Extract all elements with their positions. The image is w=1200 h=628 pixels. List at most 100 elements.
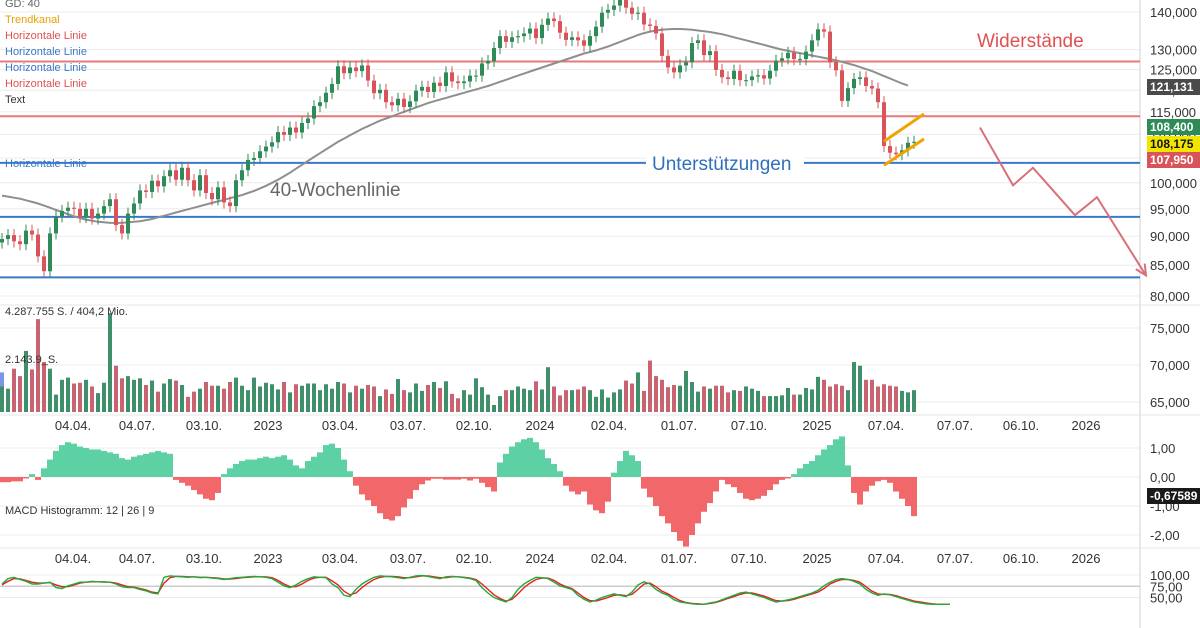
x-date-label: 07.10.	[731, 551, 767, 566]
x-date-label: 06.10.	[1003, 551, 1039, 566]
macd-bar	[539, 449, 545, 477]
volume-bar	[780, 395, 784, 412]
candle-body	[582, 40, 586, 46]
candle-body	[264, 146, 268, 152]
volume-bar	[882, 384, 886, 412]
volume-bar	[348, 392, 352, 412]
macd-bar	[791, 474, 797, 477]
macd-bar	[785, 477, 791, 479]
macd-bar	[467, 477, 473, 481]
macd-bar	[419, 477, 425, 485]
candlesticks	[0, 0, 916, 278]
macd-tick-label: -2,00	[1150, 528, 1180, 543]
volume-bar	[432, 382, 436, 412]
macd-bar	[557, 471, 563, 477]
price-tick-label: 140,000	[1150, 5, 1197, 20]
candle-body	[714, 51, 718, 70]
macd-bar	[587, 477, 593, 505]
forecast-path[interactable]	[979, 127, 1147, 277]
candle-body	[36, 234, 40, 257]
candle-body	[612, 5, 616, 10]
volume-bar	[792, 394, 796, 412]
volume-bar	[864, 379, 868, 412]
macd-bar	[701, 477, 707, 512]
volume-bar	[462, 390, 466, 412]
macd-bar	[17, 477, 23, 482]
candle-body	[6, 235, 10, 240]
stoch-tick-label: 75,00	[1150, 579, 1183, 594]
macd-bar	[167, 453, 173, 477]
macd-bar	[323, 445, 329, 477]
candle-body	[198, 175, 202, 191]
volume-bar	[276, 389, 280, 412]
legend-entry: Horizontale Linie	[5, 30, 87, 42]
candle-body	[354, 67, 358, 72]
macd-tick-label: 0,00	[1150, 470, 1175, 485]
macd-bar	[173, 477, 179, 480]
candle-body	[504, 36, 508, 42]
legend-entry: Trendkanal	[5, 14, 60, 26]
volume-bar	[720, 385, 724, 412]
trend-channel[interactable]	[883, 112, 925, 167]
macd-bar	[719, 477, 725, 480]
macd-bar	[881, 477, 887, 480]
forecast-arrowhead[interactable]	[1135, 263, 1148, 278]
forecast-arrow[interactable]	[979, 127, 1148, 278]
macd-bar	[383, 477, 389, 520]
price-tick-label: 100,000	[1150, 176, 1197, 191]
macd-bar	[335, 448, 341, 477]
candle-body	[390, 102, 394, 106]
macd-bar	[737, 477, 743, 493]
candle-body	[816, 29, 820, 41]
volume-bar	[210, 385, 214, 412]
candle-body	[846, 88, 850, 101]
volume-bar	[402, 390, 406, 412]
price-tick-label: 95,000	[1150, 202, 1190, 217]
candle-body	[240, 170, 244, 181]
candle-body	[450, 72, 454, 82]
candle-body	[708, 51, 712, 56]
volume-bar	[54, 394, 58, 412]
volume-bar	[756, 390, 760, 412]
macd-bar	[497, 462, 503, 477]
price-tick-label: 115,000	[1150, 105, 1196, 120]
candle-body	[702, 40, 706, 56]
horizontal-lines[interactable]	[0, 60, 1140, 279]
legend-entry: Horizontale Linie	[5, 78, 87, 90]
macd-bar	[851, 477, 857, 493]
macd-bar	[677, 477, 683, 541]
macd-bar	[773, 477, 779, 485]
candle-body	[144, 190, 148, 192]
volume-bar	[42, 362, 46, 412]
macd-bar	[479, 477, 485, 483]
volume-bar	[384, 389, 388, 412]
macd-bar	[593, 477, 599, 511]
volume-bar	[372, 386, 376, 412]
candle-body	[72, 207, 76, 209]
candle-body	[906, 142, 910, 151]
trend-channel-upper[interactable]	[883, 112, 925, 143]
volume-bar	[324, 384, 328, 412]
macd-bar	[287, 459, 293, 477]
volume-bar	[648, 360, 652, 412]
x-date-label: 01.07.	[661, 418, 697, 433]
volume-bar	[858, 365, 862, 412]
volume-bar	[564, 390, 568, 412]
macd-bar	[551, 463, 557, 477]
candle-body	[372, 80, 376, 94]
candle-body	[462, 81, 466, 84]
macd-bar	[611, 472, 617, 477]
candle-body	[636, 12, 640, 14]
candle-body	[750, 76, 754, 81]
volume-bar	[408, 392, 412, 412]
macd-bar	[725, 477, 731, 485]
candle-body	[882, 102, 886, 147]
x-date-label: 03.10.	[186, 551, 222, 566]
volume-bar	[678, 385, 682, 412]
trend-channel-lower[interactable]	[883, 137, 925, 167]
volume-bar	[12, 368, 16, 412]
candle-body	[480, 63, 484, 76]
candle-body	[378, 89, 382, 94]
volume-bar	[660, 379, 664, 412]
candle-body	[570, 37, 574, 40]
